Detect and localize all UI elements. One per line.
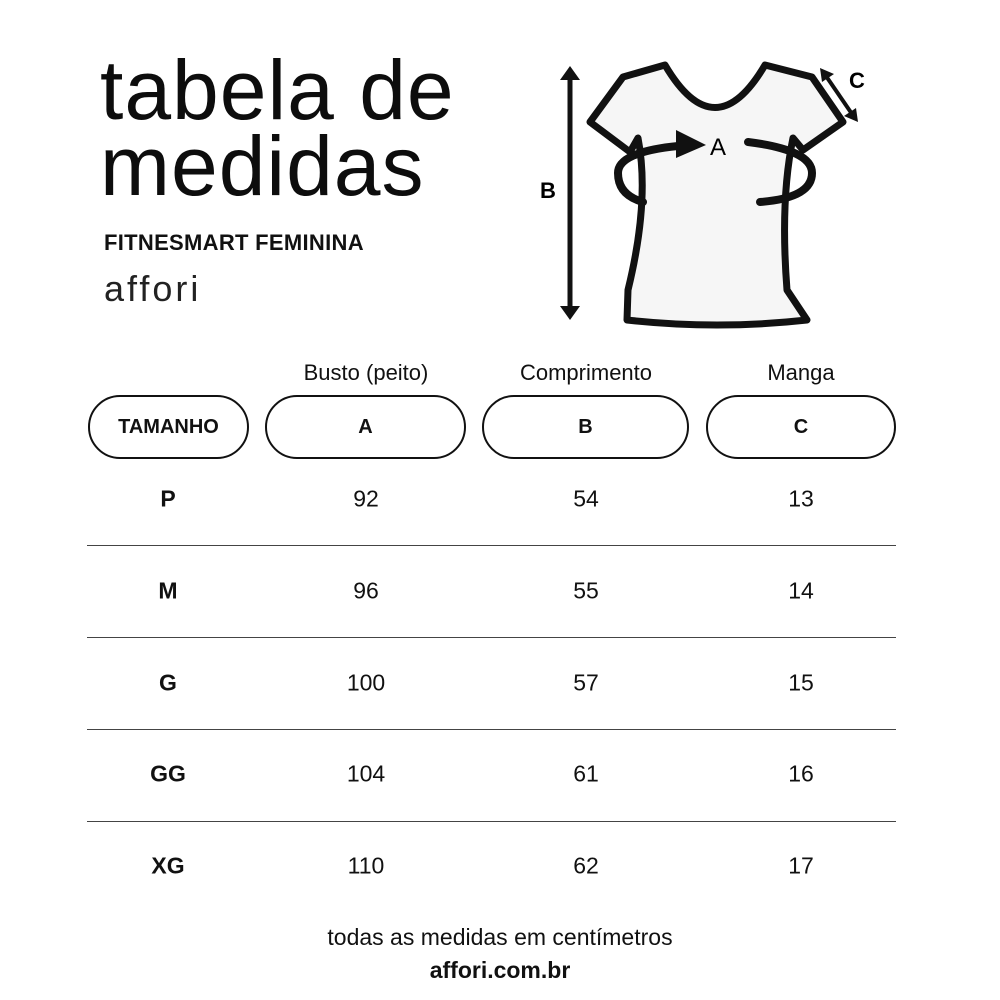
title-line-1: tabela de bbox=[100, 43, 455, 137]
label-a: A bbox=[710, 134, 726, 161]
cell-sleeve: 15 bbox=[788, 669, 814, 696]
brand-logo: affori bbox=[104, 268, 202, 309]
shirt-outline-icon bbox=[586, 61, 847, 329]
cell-sleeve: 13 bbox=[788, 485, 814, 512]
cell-sleeve: 14 bbox=[788, 577, 814, 604]
header-pill-a: A bbox=[265, 395, 466, 459]
bust-measure-arrow-icon bbox=[613, 130, 817, 206]
cell-bust: 110 bbox=[347, 852, 385, 879]
header-pill-c: C bbox=[706, 395, 896, 459]
length-arrow-icon bbox=[560, 66, 580, 320]
page-title: tabela de medidas bbox=[100, 43, 455, 213]
cell-length: 62 bbox=[573, 852, 599, 879]
cell-sleeve: 17 bbox=[788, 852, 814, 879]
cell-length: 54 bbox=[573, 485, 599, 512]
website: affori.com.br bbox=[429, 957, 571, 983]
cell-size: XG bbox=[151, 852, 185, 879]
label-b: B bbox=[540, 178, 556, 203]
sleeve-arrow-icon bbox=[820, 68, 858, 122]
header-pill-b: B bbox=[482, 395, 689, 459]
cell-size: M bbox=[158, 577, 178, 604]
row-divider bbox=[87, 545, 896, 546]
header-pill-size: TAMANHO bbox=[88, 395, 249, 459]
cell-bust: 92 bbox=[353, 485, 379, 512]
product-name: FITNESMART FEMININA bbox=[104, 230, 364, 255]
column-title-sleeve: Manga bbox=[767, 360, 835, 385]
cell-bust: 104 bbox=[346, 760, 386, 787]
cell-length: 57 bbox=[573, 669, 599, 696]
cell-size: GG bbox=[150, 760, 186, 787]
row-divider bbox=[87, 637, 896, 638]
column-title-bust: Busto (peito) bbox=[303, 360, 429, 385]
units-note: todas as medidas em centímetros bbox=[327, 924, 673, 950]
cell-size: P bbox=[160, 485, 176, 512]
column-title-length: Comprimento bbox=[519, 360, 653, 385]
cell-length: 61 bbox=[573, 760, 599, 787]
label-c: C bbox=[849, 68, 865, 93]
cell-size: G bbox=[159, 669, 177, 696]
cell-sleeve: 16 bbox=[788, 760, 814, 787]
cell-length: 55 bbox=[573, 577, 599, 604]
row-divider bbox=[87, 821, 896, 822]
cell-bust: 100 bbox=[346, 669, 386, 696]
title-line-2: medidas bbox=[100, 119, 425, 213]
row-divider bbox=[87, 729, 896, 730]
cell-bust: 96 bbox=[353, 577, 379, 604]
shirt-diagram: A B C bbox=[540, 61, 865, 329]
